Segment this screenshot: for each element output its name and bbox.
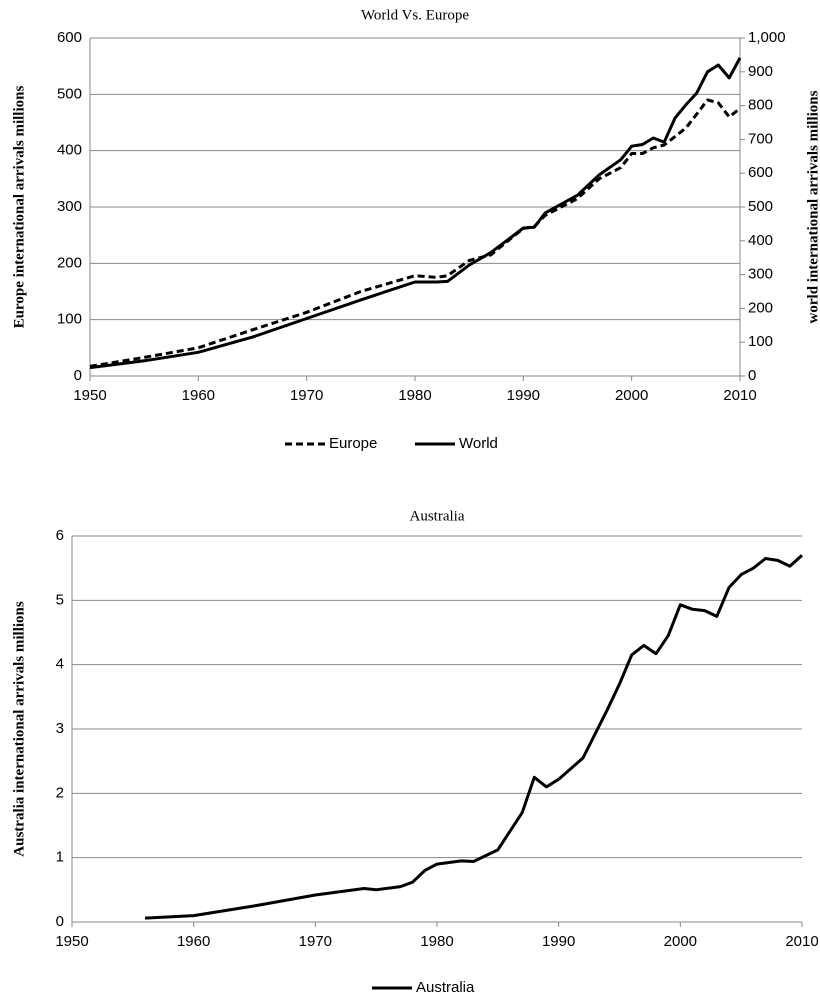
chart-title: Australia [410,508,465,524]
series-line [89,57,742,370]
legend-label: Australia [416,979,475,996]
x-tick-label: 1960 [182,387,215,404]
x-tick-label: 1990 [507,387,540,404]
x-tick-label: 2010 [785,933,818,950]
y-tick-label: 100 [57,311,82,328]
y-tick-label: 500 [57,85,82,102]
y-tick-label: 400 [57,142,82,159]
y2-tick-label: 0 [748,367,756,384]
x-tick-label: 1990 [542,933,575,950]
y2-tick-label: 700 [748,130,773,147]
x-tick-label: 2000 [664,933,697,950]
series-line [144,554,803,920]
x-tick-label: 1980 [398,387,431,404]
y-tick-label: 1 [56,849,64,866]
x-tick-label: 1970 [299,933,332,950]
x-tick-label: 1980 [420,933,453,950]
y-tick-label: 600 [57,29,82,46]
y2-tick-label: 100 [748,333,773,350]
y-tick-label: 3 [56,720,64,737]
y2-tick-label: 800 [748,97,773,114]
y2-tick-label: 1,000 [748,29,786,46]
x-tick-label: 1970 [290,387,323,404]
x-tick-label: 1950 [73,387,106,404]
chart-title: World Vs. Europe [361,7,469,23]
y-tick-label: 4 [56,656,64,673]
y-tick-label: 5 [56,591,64,608]
x-tick-label: 2010 [723,387,756,404]
y-tick-label: 200 [57,254,82,271]
x-tick-label: 1960 [177,933,210,950]
x-tick-label: 2000 [615,387,648,404]
series-line [89,98,741,368]
y2-tick-label: 500 [748,198,773,215]
legend-label: World [459,435,498,452]
y2-tick-label: 900 [748,63,773,80]
y-tick-label: 0 [74,367,82,384]
y-tick-label: 2 [56,784,64,801]
y-tick-label: 6 [56,527,64,544]
y2-tick-label: 200 [748,299,773,316]
y-axis-label: Europe international arrivals millions [11,86,27,329]
y2-tick-label: 300 [748,266,773,283]
legend-label: Europe [329,435,377,452]
y2-tick-label: 600 [748,164,773,181]
y2-tick-label: 400 [748,232,773,249]
y-tick-label: 0 [56,913,64,930]
x-tick-label: 1950 [55,933,88,950]
y-axis-label: Australia international arrivals million… [11,601,27,857]
y2-axis-label: world international arrivals millions [805,90,820,323]
y-tick-label: 300 [57,198,82,215]
